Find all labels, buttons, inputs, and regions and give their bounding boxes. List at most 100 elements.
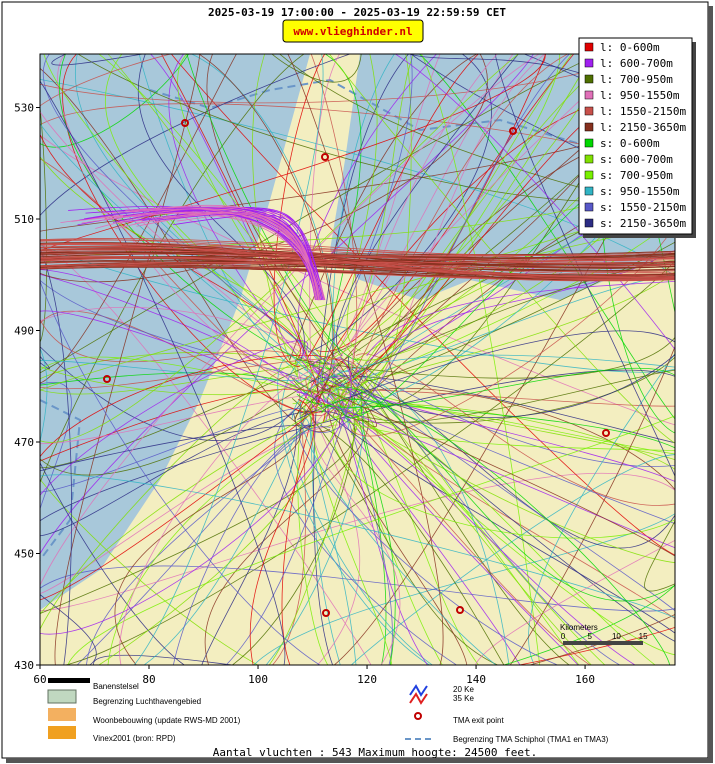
flight-track: [40, 54, 173, 107]
flight-track: [293, 377, 675, 449]
flight-track: [311, 379, 521, 665]
legend-label: l: 950-1550m: [600, 89, 680, 102]
flight-track: [332, 422, 675, 539]
flight-track: [420, 54, 541, 665]
flight-track: [142, 207, 324, 301]
flight-track: [528, 613, 675, 665]
flight-track: [323, 377, 675, 525]
flight-track: [40, 318, 324, 373]
flight-track: [40, 245, 675, 279]
flight-track: [173, 214, 325, 301]
flight-track: [42, 54, 675, 612]
flight-track: [142, 415, 311, 665]
shadow: [708, 6, 713, 762]
flight-track: [40, 565, 675, 612]
flight-track: [300, 54, 514, 391]
flight-track: [97, 54, 580, 665]
flight-track: [133, 54, 324, 665]
flight-track: [131, 208, 317, 301]
flight-track: [365, 241, 675, 381]
flight-track: [40, 158, 343, 392]
flight-track: [170, 54, 675, 556]
flight-track: [40, 381, 72, 510]
tma-exit: [321, 153, 329, 161]
flight-track: [137, 54, 305, 362]
flight-track: [40, 424, 315, 472]
flight-track: [206, 54, 377, 427]
flight-track: [279, 54, 675, 215]
flight-track: [40, 251, 675, 259]
flight-track: [40, 54, 488, 283]
flight-track: [334, 54, 415, 353]
flight-track: [418, 54, 675, 420]
site-link[interactable]: www.vlieghinder.nl: [293, 25, 412, 38]
flight-track: [40, 54, 540, 587]
flight-track: [350, 224, 675, 437]
flight-track: [54, 54, 201, 665]
legend-label: l: 700-950m: [600, 73, 673, 86]
flight-track: [119, 364, 342, 665]
legend-text: Begrenzing Luchthavengebied: [93, 697, 201, 706]
flight-track: [40, 310, 675, 549]
flight-track: [40, 54, 189, 148]
flight-track: [40, 393, 365, 445]
legend-text: TMA exit point: [453, 716, 504, 725]
site-badge[interactable]: [282, 19, 424, 43]
flight-track: [40, 265, 675, 270]
flight-track: [40, 54, 237, 384]
legend-label: s: 2150-3650m: [600, 217, 686, 230]
flight-track: [310, 375, 393, 665]
footer: Aantal vluchten : 543 Maximum hoogte: 24…: [213, 746, 538, 759]
flight-track: [40, 365, 313, 396]
flight-track: [281, 355, 431, 665]
legend-swatch: [584, 202, 594, 212]
flight-track: [40, 474, 675, 619]
flight-track: [394, 54, 675, 351]
y-tick-label: 510: [14, 213, 34, 226]
title: 2025-03-19 17:00:00 - 2025-03-19 22:59:5…: [208, 6, 506, 19]
flight-track: [281, 368, 335, 665]
flight-track: [346, 367, 571, 665]
flight-track: [40, 110, 368, 383]
legend-swatch: [584, 90, 594, 100]
legend-label: l: 2150-3650m: [600, 121, 686, 134]
legend-text: 20 Ke: [453, 685, 474, 694]
legend-swatch: [584, 154, 594, 164]
flight-track: [40, 410, 342, 537]
legend: l: 0-600m l: 600-700m l: 700-950m l: 950-15…: [578, 37, 696, 238]
flight-track: [40, 594, 97, 665]
flight-track: [365, 54, 412, 376]
x-tick-label: 120: [357, 673, 377, 686]
flight-track: [40, 461, 186, 665]
flight-track: [40, 261, 675, 282]
flight-track: [315, 384, 675, 557]
flight-track: [40, 250, 675, 258]
flight-track: [323, 403, 675, 455]
flight-track: [345, 54, 561, 404]
x-tick-label: 160: [575, 673, 595, 686]
flight-track: [40, 340, 309, 497]
flight-track: [353, 63, 675, 406]
flight-track: [173, 426, 331, 665]
airport-swatch: [47, 689, 77, 704]
flight-track: [291, 354, 675, 420]
flight-track: [40, 360, 312, 381]
legend-label: s: 600-700m: [600, 153, 673, 166]
flight-track: [104, 211, 322, 301]
flight-track: [40, 273, 323, 408]
flight-track: [114, 428, 302, 665]
flight-track: [336, 54, 519, 357]
flight-track: [475, 539, 675, 665]
scale-bar: Kilometers 0 5 10 15: [560, 623, 648, 645]
flight-track: [107, 412, 364, 665]
flight-track: [274, 408, 458, 665]
tma-exit: [509, 127, 517, 135]
flight-track: [331, 369, 675, 424]
flight-track: [40, 369, 675, 522]
scale-rule: [563, 641, 643, 645]
vinex-swatch: [48, 726, 76, 739]
y-tick-label: 430: [14, 659, 34, 672]
flight-track: [40, 355, 50, 370]
scale-label: 15: [639, 632, 648, 641]
flight-track: [346, 54, 378, 351]
